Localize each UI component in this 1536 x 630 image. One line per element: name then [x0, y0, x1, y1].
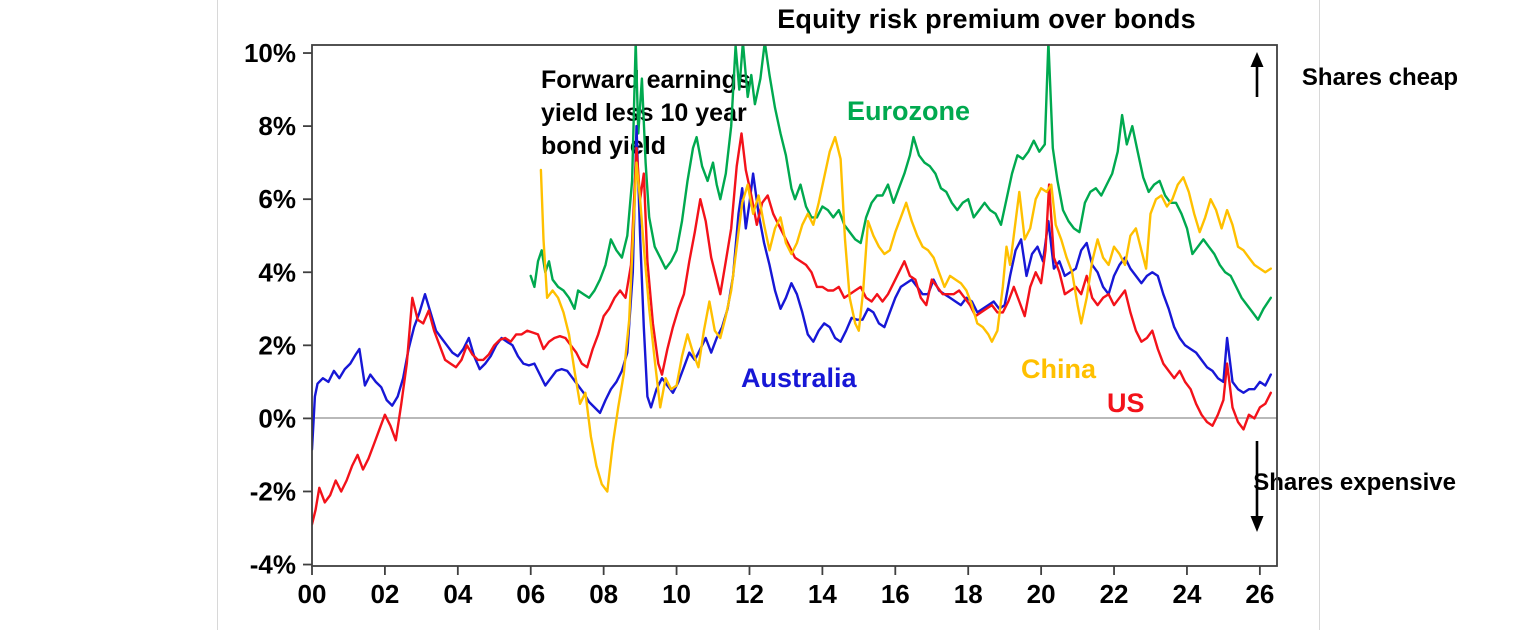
x-tick-label: 20 [1027, 579, 1056, 609]
y-tick-label: 10% [244, 38, 296, 68]
x-tick-label: 00 [298, 579, 327, 609]
up-arrow-icon [1250, 52, 1264, 97]
x-tick-label: 18 [954, 579, 983, 609]
series-line-us [312, 132, 1273, 526]
y-tick-label: -4% [250, 550, 296, 580]
chart-card: Equity risk premium over bonds Forward e… [217, 0, 1458, 630]
shares-cheap-annotation: Shares cheap [1301, 64, 1458, 91]
x-tick-label: 02 [370, 579, 399, 609]
series-label-china: China [1021, 354, 1097, 384]
series-line-eurozone [529, 45, 1273, 321]
series-label-australia: Australia [741, 363, 858, 393]
x-tick-label: 26 [1245, 579, 1274, 609]
y-tick-label: 4% [258, 257, 296, 287]
chart-title: Equity risk premium over bonds [777, 4, 1196, 34]
series-line-china [539, 135, 1273, 493]
y-tick-label: 0% [258, 403, 296, 433]
x-tick-label: 04 [443, 579, 472, 609]
x-tick-label: 06 [516, 579, 545, 609]
y-tick-label: -2% [250, 476, 296, 506]
series-label-eurozone: Eurozone [847, 96, 970, 126]
x-tick-label: 24 [1172, 579, 1201, 609]
x-tick-label: 08 [589, 579, 618, 609]
x-tick-label: 12 [735, 579, 764, 609]
down-arrow-icon [1250, 441, 1264, 532]
x-tick-label: 22 [1100, 579, 1129, 609]
shares-expensive-annotation: Shares expensive [1253, 469, 1456, 496]
y-tick-label: 8% [258, 111, 296, 141]
y-tick-label: 6% [258, 184, 296, 214]
x-tick-label: 16 [881, 579, 910, 609]
y-tick-label: 2% [258, 330, 296, 360]
x-tick-label: 14 [808, 579, 837, 609]
x-tick-label: 10 [662, 579, 691, 609]
plot-border [311, 44, 1278, 567]
note-line-1: Forward earnings [541, 66, 751, 94]
series-label-us: US [1107, 388, 1145, 418]
